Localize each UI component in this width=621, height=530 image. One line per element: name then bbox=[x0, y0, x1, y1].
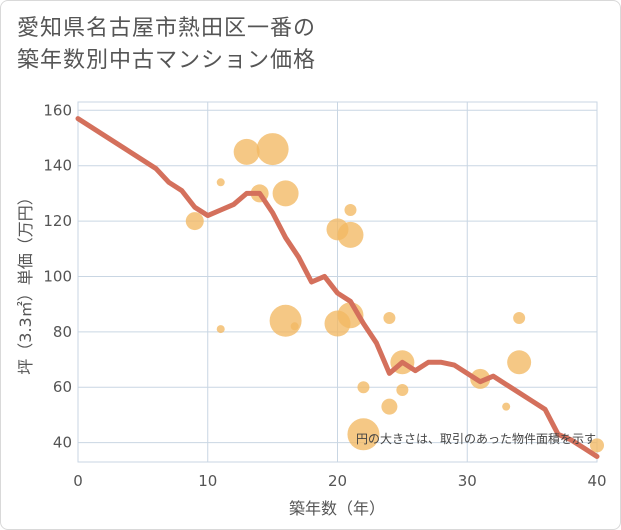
y-tick-0: 40 bbox=[53, 434, 72, 452]
bubble-5 bbox=[256, 133, 289, 166]
bubble-21 bbox=[502, 402, 511, 411]
y-tick-6: 160 bbox=[43, 101, 72, 119]
bubble-0 bbox=[185, 212, 204, 231]
x-tick-labels: 0 10 20 30 40 bbox=[73, 472, 606, 490]
x-tick-2: 20 bbox=[328, 472, 347, 490]
bubble-14 bbox=[357, 381, 370, 394]
bubble-24 bbox=[590, 438, 604, 453]
trend-line bbox=[75, 116, 600, 459]
bubble-12 bbox=[337, 221, 364, 248]
x-tick-0: 0 bbox=[73, 472, 83, 490]
chart-title: 愛知県名古屋市熱田区一番の 築年数別中古マンション価格 bbox=[17, 13, 316, 77]
size-note: 円の大きさは、取引のあった物件面積を示す bbox=[356, 431, 596, 446]
bubble-17 bbox=[381, 398, 398, 415]
bubble-8 bbox=[290, 322, 299, 331]
bubble-22 bbox=[513, 312, 526, 324]
bubble-3 bbox=[233, 138, 260, 165]
bubble-11 bbox=[344, 204, 357, 216]
bubble-15 bbox=[347, 418, 380, 451]
y-tick-labels: 40 60 80 100 120 140 160 bbox=[43, 101, 72, 451]
y-tick-4: 120 bbox=[43, 212, 72, 230]
bubble-2 bbox=[216, 325, 225, 334]
y-tick-1: 60 bbox=[53, 378, 72, 396]
bubble-23 bbox=[507, 350, 532, 375]
x-axis-label: 築年数（年） bbox=[289, 499, 385, 518]
chart-title-line-2: 築年数別中古マンション価格 bbox=[17, 48, 317, 73]
bubble-6 bbox=[272, 180, 299, 207]
y-axis-label: 坪（3.3㎡）単価（万円） bbox=[16, 189, 35, 374]
chart-title-line-1: 愛知県名古屋市熱田区一番の bbox=[17, 16, 317, 41]
y-tick-3: 100 bbox=[43, 267, 72, 285]
x-tick-4: 40 bbox=[587, 472, 606, 490]
bubble-1 bbox=[216, 178, 225, 187]
x-tick-3: 30 bbox=[458, 472, 477, 490]
bubble-7 bbox=[269, 304, 302, 337]
bubble-19 bbox=[396, 384, 409, 396]
x-tick-1: 10 bbox=[198, 472, 217, 490]
bubble-16 bbox=[383, 312, 396, 324]
y-tick-5: 140 bbox=[43, 157, 72, 175]
y-tick-2: 80 bbox=[53, 323, 72, 341]
